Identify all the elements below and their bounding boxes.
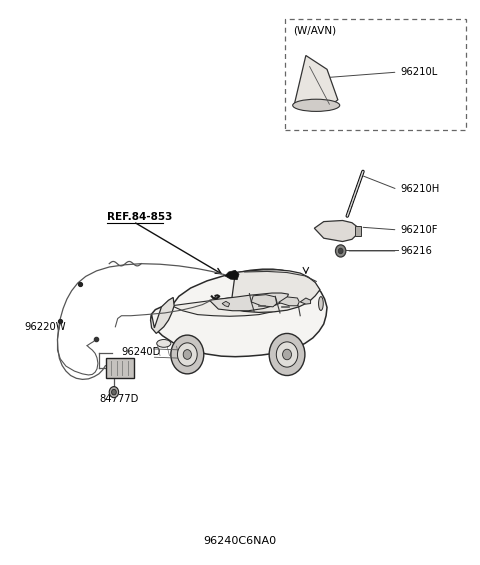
Polygon shape — [172, 293, 289, 316]
Circle shape — [283, 349, 291, 360]
Ellipse shape — [319, 297, 323, 310]
Polygon shape — [278, 297, 299, 306]
Circle shape — [178, 343, 197, 366]
Ellipse shape — [293, 99, 340, 111]
Text: 96220W: 96220W — [24, 322, 66, 332]
Ellipse shape — [157, 340, 171, 347]
Bar — [355, 226, 361, 236]
Circle shape — [183, 350, 192, 359]
Text: (W/AVN): (W/AVN) — [293, 25, 336, 35]
Circle shape — [336, 245, 346, 257]
Text: 84777D: 84777D — [99, 394, 138, 404]
Text: 96240D: 96240D — [121, 347, 161, 357]
Text: 96240C6NA0: 96240C6NA0 — [204, 536, 276, 546]
Polygon shape — [151, 269, 327, 357]
Circle shape — [111, 389, 116, 395]
Circle shape — [109, 386, 119, 398]
Polygon shape — [225, 270, 239, 280]
Polygon shape — [230, 270, 320, 312]
Polygon shape — [209, 293, 288, 311]
Circle shape — [276, 342, 298, 367]
Polygon shape — [300, 298, 311, 304]
Polygon shape — [252, 295, 276, 307]
Polygon shape — [314, 220, 358, 241]
Bar — [285, 19, 466, 130]
Text: 96216: 96216 — [400, 246, 432, 256]
Text: 96210F: 96210F — [400, 225, 437, 235]
Polygon shape — [151, 297, 174, 333]
Polygon shape — [294, 55, 338, 106]
Text: 96210L: 96210L — [400, 67, 437, 77]
Text: REF.84-853: REF.84-853 — [108, 212, 173, 222]
Circle shape — [171, 335, 204, 374]
Circle shape — [338, 248, 343, 254]
FancyBboxPatch shape — [107, 358, 134, 378]
Polygon shape — [222, 301, 229, 307]
Text: 96210H: 96210H — [400, 185, 439, 194]
Circle shape — [269, 333, 305, 376]
